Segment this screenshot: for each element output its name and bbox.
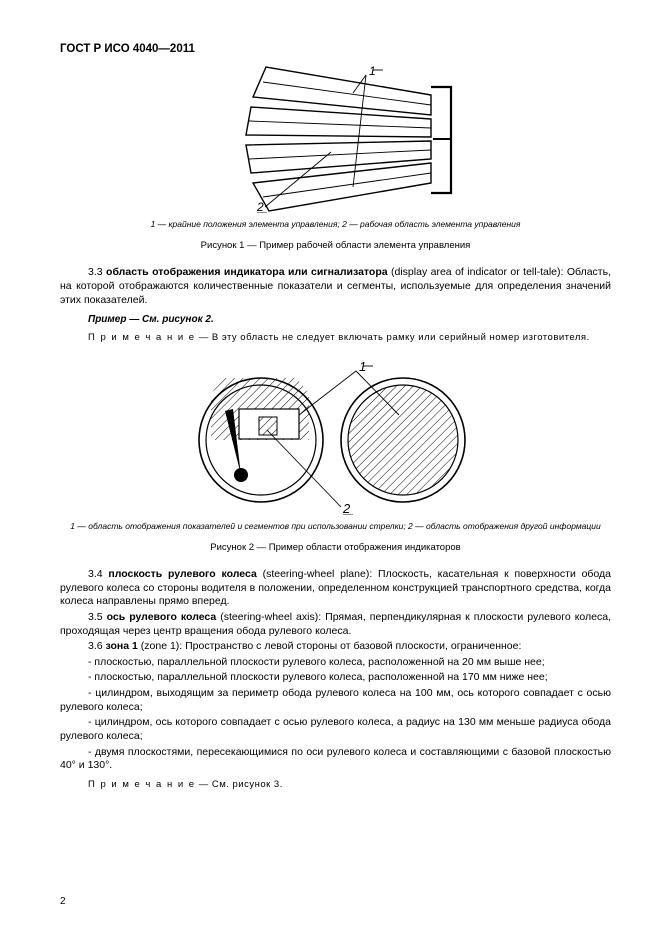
term-3-3: 3.3 область отображения индикатора или с… [60,266,611,307]
figure-1-svg: 1 2 [181,65,491,213]
figure-1-legend: 1 — крайние положения элемента управлени… [60,219,611,230]
term-3-6: 3.6 зона 1 (zone 1): Пространство с лево… [60,640,611,654]
term-3-6-note: П р и м е ч а н и е — См. рисунок 3. [60,779,611,791]
term-3-6-b3: - цилиндром, выходящим за периметр обода… [60,687,611,714]
fig1-label-1: 1 [369,65,376,78]
figure-2-caption: Рисунок 2 — Пример области отображения и… [60,542,611,554]
term-3-4: 3.4 плоскость рулевого колеса (steering-… [60,568,611,609]
term-3-3-example: Пример — См. рисунок 2. [60,313,611,326]
figure-1: 1 2 1 — крайние положения элемента управ… [60,65,611,252]
term-3-3-note: П р и м е ч а н и е — В эту область не с… [60,332,611,344]
doc-header: ГОСТ Р ИСО 4040—2011 [60,42,611,57]
term-3-6-b2: - плоскостью, параллельной плоскости рул… [60,671,611,685]
term-3-6-b5: - двумя плоскостями, пересекающимися по … [60,746,611,773]
figure-2-svg: 1 2 [181,355,491,515]
term-3-6-b1: - плоскостью, параллельной плоскости рул… [60,656,611,670]
figure-1-caption: Рисунок 1 — Пример рабочей области элеме… [60,240,611,252]
fig2-label-1: 1 [359,359,366,374]
term-3-5: 3.5 ось рулевого колеса (steering-wheel … [60,611,611,638]
fig1-label-2: 2 [256,200,264,213]
figure-2-legend: 1 — область отображения показателей и се… [60,521,611,532]
figure-2: 1 2 1 — область отображения показателей … [60,355,611,554]
term-3-6-b4: - цилиндром, ось которого совпадает с ос… [60,716,611,743]
fig2-label-2: 2 [342,501,351,515]
page-number: 2 [60,895,66,908]
